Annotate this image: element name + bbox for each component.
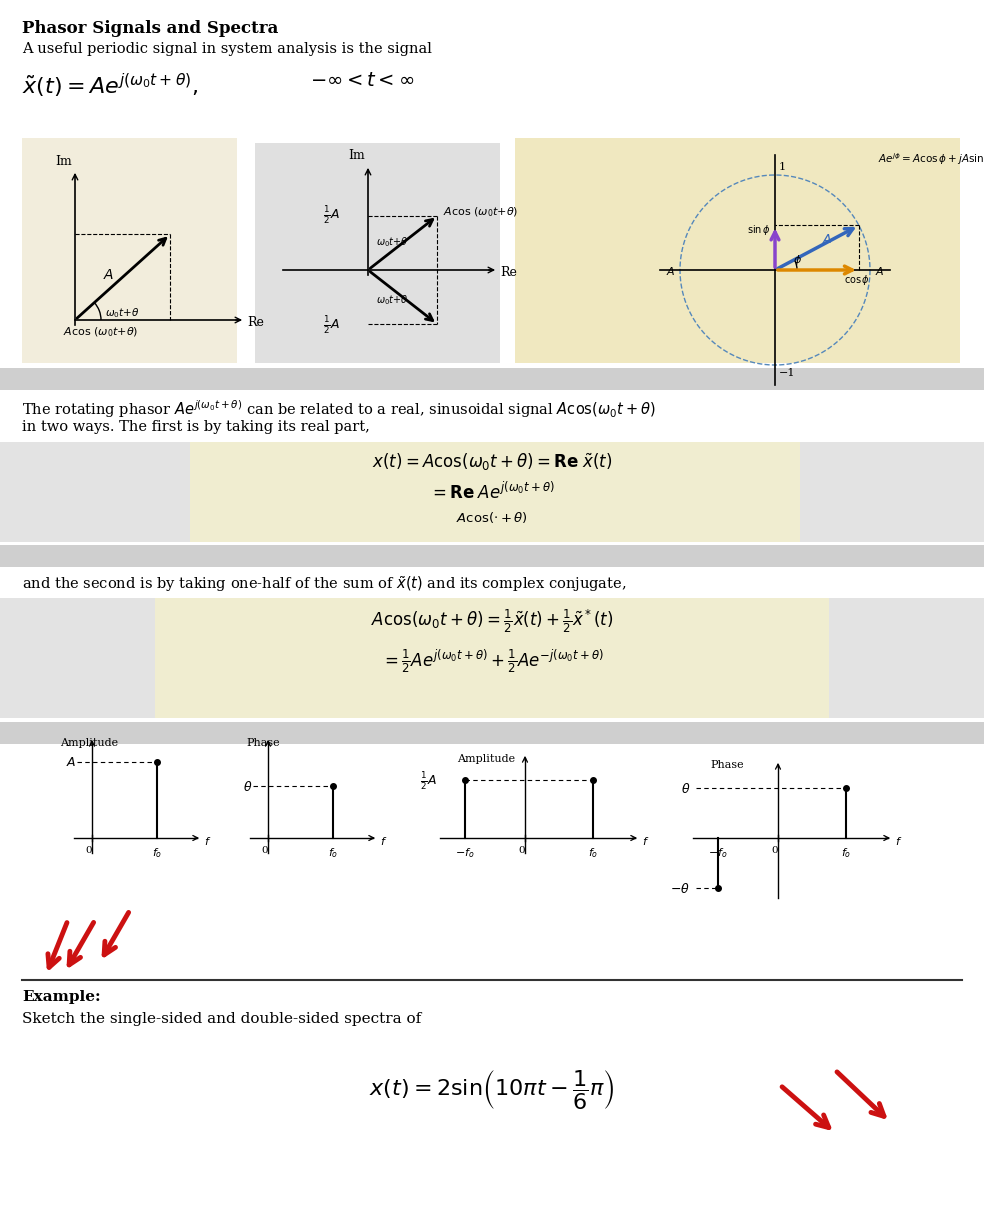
Text: $\frac{1}{2}A$: $\frac{1}{2}A$ [420,770,437,792]
Text: $A\cos(\cdot+\theta)$: $A\cos(\cdot+\theta)$ [457,510,527,525]
Text: $f$: $f$ [642,835,649,848]
Text: $\omega_0 t{+}\theta$: $\omega_0 t{+}\theta$ [376,235,408,249]
Text: $\omega_0 t{+}\theta$: $\omega_0 t{+}\theta$ [105,306,140,320]
Text: 0: 0 [519,846,525,855]
Text: $\theta$: $\theta$ [243,780,252,793]
Text: Amplitude: Amplitude [457,754,516,764]
Text: $A\cos(\omega_0 t+\theta) = \frac{1}{2}\tilde{x}(t) + \frac{1}{2}\tilde{x}^*(t)$: $A\cos(\omega_0 t+\theta) = \frac{1}{2}\… [371,609,613,636]
Text: Example:: Example: [22,991,100,1004]
Text: $-f_o$: $-f_o$ [456,846,475,860]
Text: $\cos\phi$: $\cos\phi$ [844,274,870,287]
Bar [155,598,829,718]
Text: Im: Im [55,155,72,168]
Text: $-\infty < t < \infty$: $-\infty < t < \infty$ [310,71,414,90]
Text: $\omega_0 t{+}\theta$: $\omega_0 t{+}\theta$ [376,293,408,307]
Text: Re: Re [500,266,517,278]
Text: $\phi$: $\phi$ [793,253,802,267]
Bar [515,138,960,363]
Bar [255,143,500,363]
Text: 0: 0 [86,846,92,855]
Text: $\sin\phi$: $\sin\phi$ [747,223,771,238]
Text: $f_o$: $f_o$ [328,846,338,860]
Text: $A$: $A$ [66,756,76,770]
Text: and the second is by taking one-half of the sum of $\tilde{x}(t)$ and its comple: and the second is by taking one-half of … [22,574,627,594]
Bar [22,138,237,363]
Text: $f$: $f$ [895,835,902,848]
Text: 0: 0 [262,846,269,855]
Text: $A$: $A$ [103,269,114,282]
Text: Phase: Phase [710,760,744,770]
Bar [0,368,984,391]
Text: Im: Im [348,149,365,161]
Text: Phase: Phase [246,738,279,748]
Text: $\frac{1}{2}A$: $\frac{1}{2}A$ [323,205,340,225]
Text: $x(t) = 2\sin\!\left(10\pi t - \dfrac{1}{6}\pi\right)$: $x(t) = 2\sin\!\left(10\pi t - \dfrac{1}… [369,1068,615,1111]
Text: $A$: $A$ [822,233,832,246]
Text: $-\theta$: $-\theta$ [670,882,690,896]
Text: 1: 1 [779,161,786,172]
Text: $A$: $A$ [665,265,675,277]
Text: $A\cos\,(\omega_0 t{+}\theta)$: $A\cos\,(\omega_0 t{+}\theta)$ [63,325,139,339]
Text: $\frac{1}{2}A$: $\frac{1}{2}A$ [323,314,340,336]
Bar [0,545,984,567]
Text: $\theta$: $\theta$ [681,782,690,796]
Text: −1: −1 [779,368,795,378]
Text: A useful periodic signal in system analysis is the signal: A useful periodic signal in system analy… [22,42,432,55]
Text: $f$: $f$ [380,835,388,848]
Text: $x(t) = A\cos(\omega_0 t + \theta) = \mathbf{Re}\;\tilde{x}(t)$: $x(t) = A\cos(\omega_0 t + \theta) = \ma… [372,452,612,473]
Text: $-f_o$: $-f_o$ [708,846,728,860]
Text: $f_o$: $f_o$ [587,846,598,860]
Text: Sketch the single-sided and double-sided spectra of: Sketch the single-sided and double-sided… [22,1011,421,1026]
Text: $\tilde{x}(t) = Ae^{j(\omega_0 t+\theta)},$: $\tilde{x}(t) = Ae^{j(\omega_0 t+\theta)… [22,71,198,100]
Bar [190,442,800,542]
Text: Phasor Signals and Spectra: Phasor Signals and Spectra [22,20,278,37]
Text: $A$: $A$ [875,265,885,277]
Text: $f_o$: $f_o$ [841,846,851,860]
Bar [0,722,984,744]
Bar [0,598,984,718]
Text: Amplitude: Amplitude [60,738,118,748]
Text: $Ae^{j\phi} = A\cos\phi + jA\sin\phi$: $Ae^{j\phi} = A\cos\phi + jA\sin\phi$ [878,152,984,168]
Text: $= \mathbf{Re}\;Ae^{j(\omega_0 t+\theta)}$: $= \mathbf{Re}\;Ae^{j(\omega_0 t+\theta)… [429,482,555,503]
Text: Re: Re [247,315,264,329]
Text: The rotating phasor $Ae^{j(\omega_0 t+\theta)}$ can be related to a real, sinuso: The rotating phasor $Ae^{j(\omega_0 t+\t… [22,398,655,420]
Text: in two ways. The first is by taking its real part,: in two ways. The first is by taking its … [22,420,370,434]
Text: $f$: $f$ [204,835,212,848]
Text: $f_o$: $f_o$ [152,846,162,860]
Text: 0: 0 [771,846,778,855]
Text: $A\cos\,(\omega_0 t{+}\theta)$: $A\cos\,(\omega_0 t{+}\theta)$ [444,206,519,219]
Text: $= \frac{1}{2}Ae^{j(\omega_0 t+\theta)} + \frac{1}{2}Ae^{-j(\omega_0 t+\theta)}$: $= \frac{1}{2}Ae^{j(\omega_0 t+\theta)} … [381,648,603,676]
Bar [0,442,984,542]
